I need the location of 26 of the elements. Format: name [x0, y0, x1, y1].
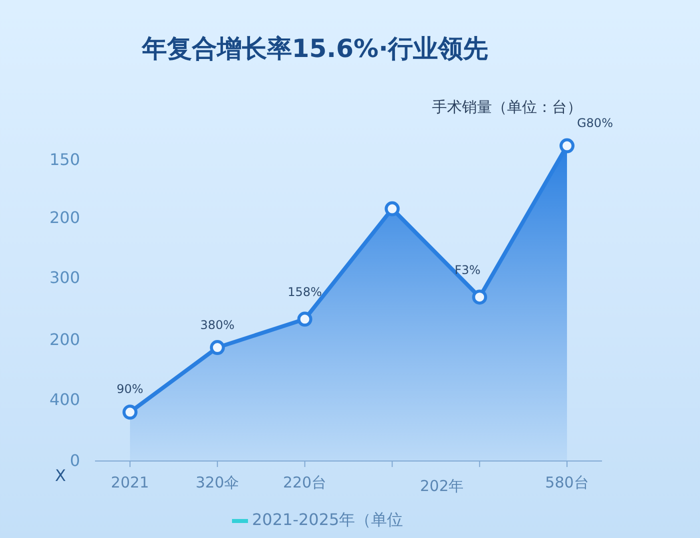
annotation: F3%: [454, 263, 482, 278]
point: [297, 312, 312, 327]
text: 0: [70, 451, 80, 470]
annotation: 158%: [286, 285, 323, 300]
text: X: [55, 466, 66, 485]
text: 200: [49, 330, 80, 349]
x-tick-label: 2021: [110, 474, 150, 492]
chart-title: 年复合增长率15.6%·行业领先: [140, 33, 490, 65]
text: 202年: [420, 477, 464, 496]
point: [210, 340, 225, 356]
x-tick-label: 320伞: [196, 474, 240, 492]
point: [560, 138, 574, 154]
text: 300: [49, 268, 80, 288]
text: 200: [49, 208, 80, 228]
x-axis-title: 2021-2025年（单位: [251, 510, 404, 531]
point: [122, 404, 138, 420]
text: 400: [49, 390, 80, 410]
y-axis-title: 手术销量（单位：台）: [432, 98, 582, 117]
point: [472, 290, 488, 305]
x-tick-label: 580台: [545, 474, 589, 492]
annotation: 90%: [116, 382, 144, 396]
text: 150: [49, 150, 80, 169]
text: G80%: [576, 116, 614, 130]
annotation: 380%: [199, 318, 236, 332]
point: [384, 201, 400, 216]
x-tick-label: 220台: [282, 474, 327, 492]
